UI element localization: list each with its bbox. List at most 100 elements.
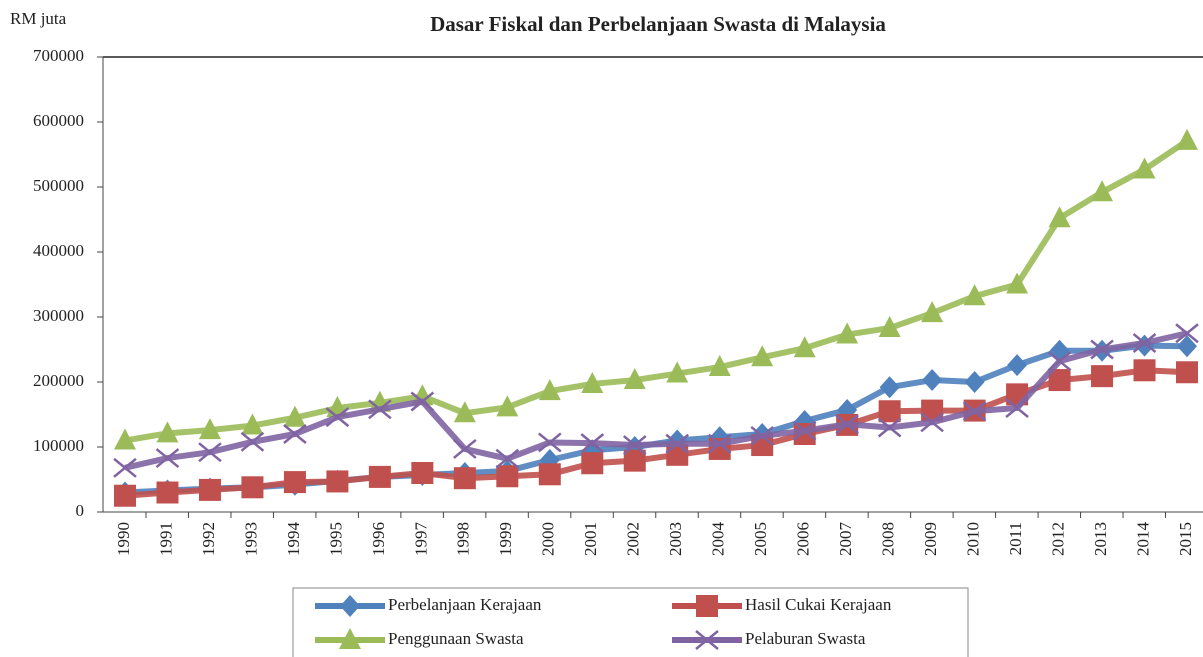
- marker: [1091, 365, 1114, 388]
- marker: [241, 413, 264, 435]
- marker: [283, 405, 306, 427]
- x-tick-label: 1997: [411, 522, 430, 557]
- marker: [326, 470, 349, 493]
- marker: [1133, 359, 1156, 382]
- marker: [962, 401, 987, 422]
- x-tick-label: 1991: [156, 522, 175, 556]
- marker: [453, 467, 476, 490]
- marker: [368, 399, 392, 420]
- x-tick-label: 2008: [879, 522, 898, 556]
- marker: [1175, 323, 1199, 344]
- x-tick-label: 2005: [751, 522, 770, 556]
- marker: [339, 628, 361, 649]
- marker: [581, 371, 604, 393]
- x-tick-label: 2011: [1006, 522, 1025, 555]
- marker: [708, 355, 731, 377]
- x-tick-label: 1990: [114, 522, 133, 556]
- marker: [879, 376, 900, 399]
- marker: [1005, 398, 1029, 418]
- legend-label: Penggunaan Swasta: [388, 629, 524, 648]
- chart-title: Dasar Fiskal dan Perbelanjaan Swasta di …: [430, 12, 886, 36]
- marker: [1047, 351, 1072, 372]
- x-tick-label: 2006: [794, 522, 813, 556]
- x-tick-label: 2004: [709, 522, 728, 557]
- x-tick-label: 1999: [496, 522, 515, 556]
- y-tick-label: 0: [76, 501, 85, 520]
- marker: [1133, 157, 1156, 179]
- marker: [835, 414, 859, 435]
- marker: [1048, 369, 1071, 392]
- marker: [156, 421, 179, 443]
- marker: [198, 478, 221, 501]
- marker: [496, 465, 519, 488]
- marker: [877, 417, 902, 438]
- x-tick-label: 2002: [624, 522, 643, 556]
- marker: [538, 432, 562, 453]
- marker: [1091, 180, 1114, 202]
- y-tick-label: 200000: [33, 371, 84, 390]
- y-axis-label: RM juta: [10, 9, 67, 28]
- marker: [622, 435, 647, 456]
- marker: [792, 420, 817, 441]
- marker: [368, 465, 391, 488]
- marker: [695, 630, 719, 650]
- y-tick-label: 600000: [33, 111, 84, 130]
- marker: [538, 379, 561, 401]
- marker: [241, 476, 264, 499]
- legend-label: Hasil Cukai Kerajaan: [745, 595, 892, 614]
- marker: [836, 322, 859, 344]
- marker: [113, 457, 137, 478]
- marker: [1090, 339, 1114, 360]
- marker: [453, 401, 476, 423]
- x-tick-label: 2001: [581, 522, 600, 556]
- marker: [581, 452, 604, 475]
- marker: [1048, 206, 1071, 228]
- x-tick-label: 2003: [666, 522, 685, 556]
- marker: [1006, 272, 1029, 294]
- marker: [666, 361, 689, 383]
- marker: [340, 595, 360, 617]
- marker: [411, 462, 434, 484]
- marker: [963, 284, 986, 306]
- y-tick-label: 500000: [33, 176, 84, 195]
- x-tick-label: 1994: [284, 522, 303, 557]
- x-tick-label: 1996: [369, 522, 388, 556]
- marker: [921, 399, 944, 422]
- marker: [707, 433, 732, 454]
- x-tick-label: 2010: [964, 522, 983, 556]
- x-tick-label: 2009: [921, 522, 940, 556]
- marker: [964, 371, 985, 393]
- marker: [1132, 333, 1157, 353]
- marker: [495, 448, 520, 469]
- marker: [1177, 335, 1197, 358]
- marker: [793, 336, 816, 358]
- marker: [666, 443, 689, 466]
- x-tick-label: 1992: [199, 522, 218, 556]
- marker: [921, 301, 944, 323]
- y-tick-label: 400000: [33, 241, 84, 260]
- marker: [114, 484, 136, 507]
- x-tick-label: 1993: [241, 522, 260, 556]
- marker: [240, 431, 265, 452]
- marker: [283, 424, 307, 444]
- marker: [580, 433, 605, 454]
- marker: [1176, 128, 1198, 150]
- marker: [920, 412, 944, 433]
- x-tick-label: 2000: [539, 522, 558, 556]
- marker: [283, 471, 306, 494]
- marker: [114, 428, 136, 450]
- x-tick-label: 2012: [1048, 522, 1067, 556]
- marker: [155, 448, 180, 469]
- marker: [922, 369, 943, 392]
- x-tick-label: 2014: [1133, 522, 1152, 557]
- y-tick-label: 300000: [33, 306, 84, 325]
- y-tick-label: 100000: [33, 436, 84, 455]
- marker: [623, 368, 646, 390]
- marker: [156, 481, 179, 504]
- marker: [453, 438, 477, 459]
- y-tick-label: 700000: [33, 46, 84, 65]
- legend-box: [292, 587, 969, 657]
- legend-label: Pelaburan Swasta: [745, 629, 866, 648]
- x-tick-label: 2015: [1176, 522, 1195, 556]
- marker: [1176, 361, 1198, 384]
